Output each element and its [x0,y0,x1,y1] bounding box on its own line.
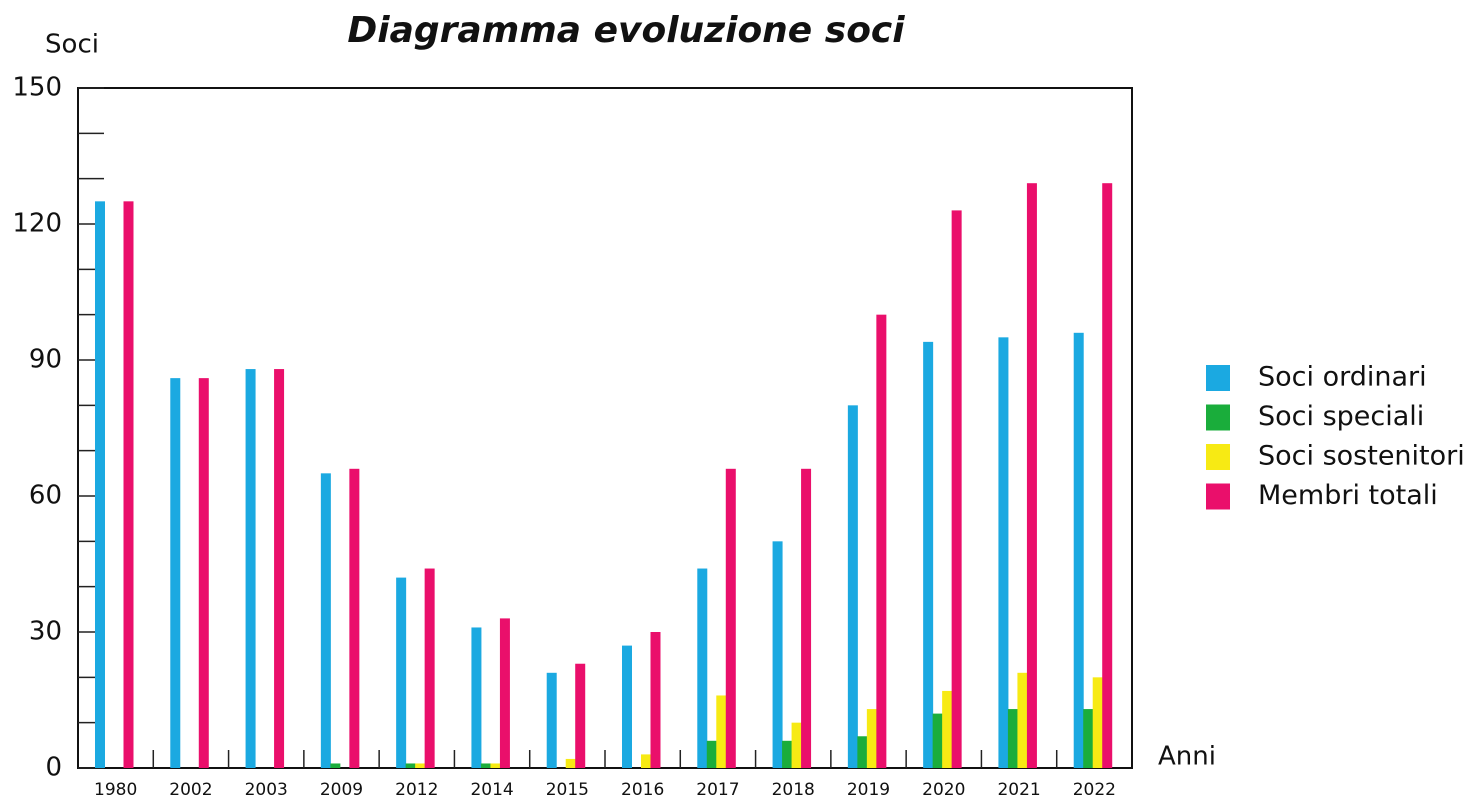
bar [650,632,661,768]
x-tick-label: 2017 [696,780,739,800]
bar [1026,183,1037,768]
bar [170,378,181,768]
bar [405,763,416,768]
legend-label: Membri totali [1258,480,1438,511]
bar [480,763,491,768]
bar [923,341,934,768]
bar [424,568,435,768]
bar [1073,332,1084,768]
legend-label: Soci speciali [1258,401,1424,432]
bar [245,369,256,768]
bar [801,468,812,768]
bar [546,672,557,768]
x-tick-label: 2019 [847,780,890,800]
x-tick-label: 2021 [997,780,1040,800]
bar [716,695,727,768]
x-tick-label: 2018 [772,780,815,800]
bar [641,754,651,768]
x-tick-label: 2002 [169,780,212,800]
bar [1083,709,1094,768]
x-tick-label: 2020 [922,780,965,800]
bar [847,405,858,768]
bar [942,690,953,768]
bar [932,713,943,768]
bar [123,201,134,769]
y-tick-label: 150 [12,73,62,103]
x-tick-label: 2012 [395,780,438,800]
x-tick-label: 1980 [94,780,137,800]
legend-swatch [1206,404,1230,431]
bar [622,645,632,768]
bar [876,314,887,768]
legend-swatch [1206,483,1230,510]
bar [575,663,586,768]
bar [349,468,360,768]
x-axis-label: Anni [1158,742,1216,772]
plot-frame [77,87,1133,769]
y-tick-label: 120 [12,209,62,239]
bar [499,618,510,768]
bar [1017,672,1028,768]
bar [857,736,868,768]
bar [1102,183,1113,768]
y-axis-label: Soci [45,30,99,60]
bar [706,740,717,768]
bar [274,369,285,768]
bar [95,201,105,769]
bar [998,337,1009,768]
bar [725,468,736,768]
bar [697,568,708,768]
legend-label: Soci sostenitori [1258,441,1465,472]
x-tick-label: 2003 [245,780,288,800]
y-tick-label: 30 [29,617,62,647]
y-tick-label: 60 [29,481,62,511]
bar [791,722,802,768]
x-tick-label: 2016 [621,780,664,800]
bar [1007,709,1018,768]
x-tick-label: 2009 [320,780,363,800]
chart-title: Diagramma evoluzione soci [347,10,905,51]
bar [415,763,426,768]
bar [866,709,877,768]
bar [471,627,482,768]
bar [330,763,341,768]
y-tick-label: 90 [29,345,62,375]
legend-swatch [1206,365,1230,391]
bar [320,473,331,768]
bar [198,378,209,768]
bar [396,577,407,768]
x-tick-label: 2022 [1073,780,1116,800]
y-tick-label: 0 [45,753,62,783]
bar [565,758,576,768]
legend-label: Soci ordinari [1258,362,1427,393]
x-tick-label: 2015 [546,780,589,800]
bar [1092,677,1103,768]
x-tick-label: 2014 [470,780,513,800]
bar [490,763,501,768]
bar [951,210,962,768]
legend-swatch [1206,444,1230,470]
bar [772,541,783,768]
bar [782,740,793,768]
